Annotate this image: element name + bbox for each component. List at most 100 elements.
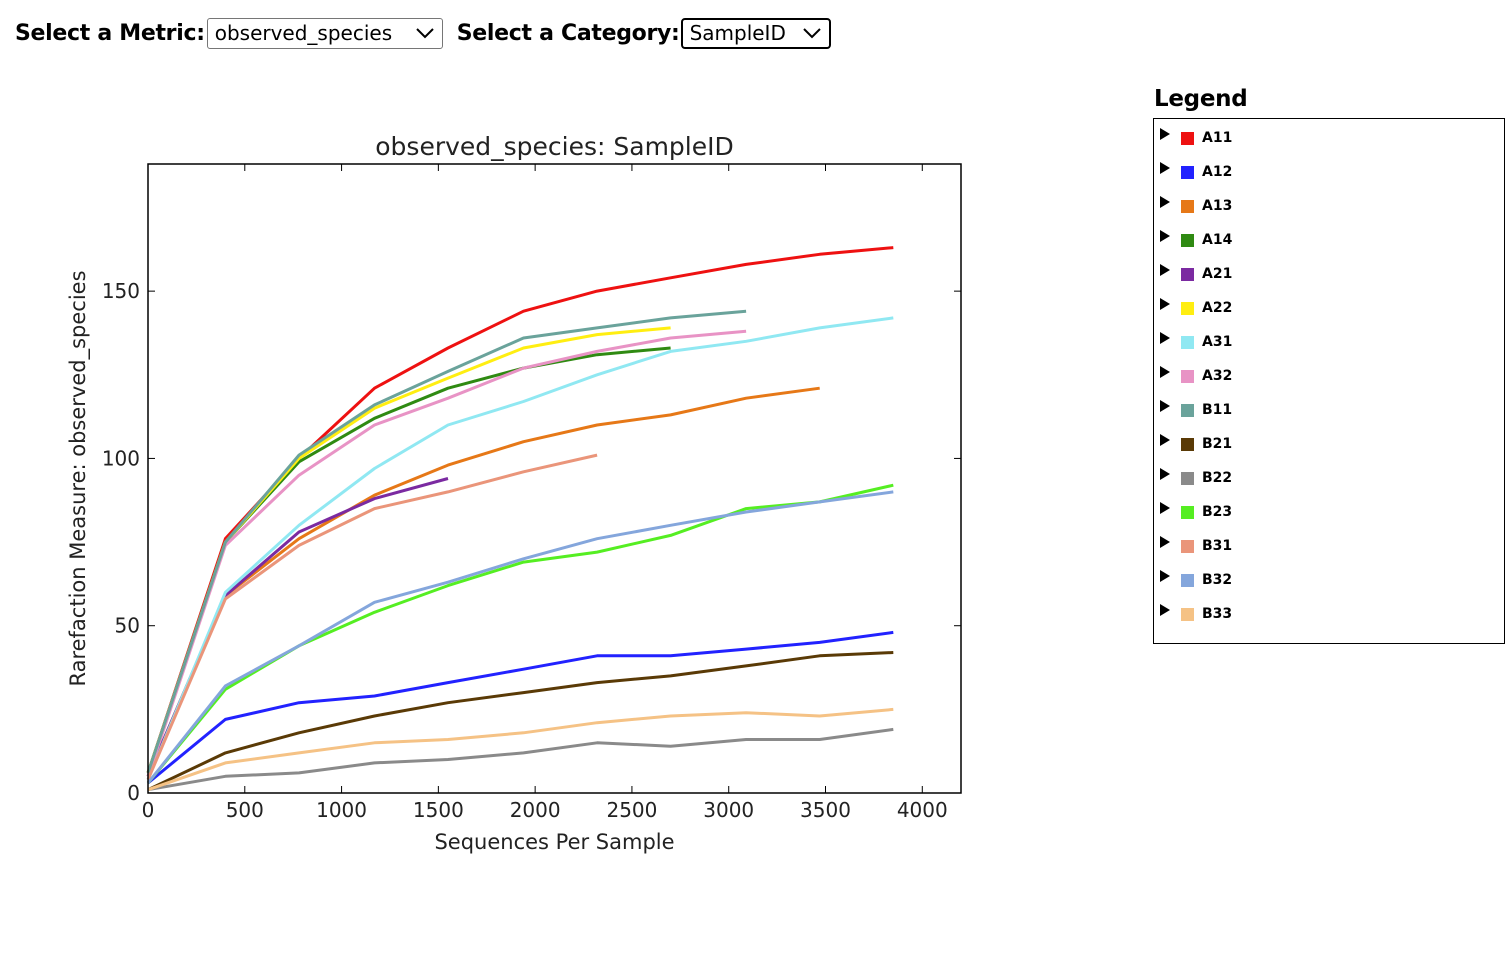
- y-tick-label: 50: [115, 614, 140, 638]
- chevron-down-icon: [802, 28, 821, 39]
- expand-triangle-icon[interactable]: [1160, 604, 1170, 616]
- x-tick-label: 3000: [703, 798, 754, 822]
- expand-triangle-icon[interactable]: [1160, 162, 1170, 174]
- legend-item-A22[interactable]: A22: [1160, 297, 1232, 319]
- x-tick-label: 2000: [510, 798, 561, 822]
- series-line-B11: [146, 309, 747, 774]
- expand-triangle-icon[interactable]: [1160, 434, 1170, 446]
- expand-triangle-icon[interactable]: [1160, 502, 1170, 514]
- x-tick-label: 0: [142, 798, 155, 822]
- series-line-B33: [147, 707, 894, 792]
- series-line-B31: [146, 453, 598, 781]
- expand-triangle-icon[interactable]: [1160, 332, 1170, 344]
- legend-item-B21[interactable]: B21: [1160, 433, 1232, 455]
- legend-label: A11: [1202, 130, 1233, 146]
- legend-item-A12[interactable]: A12: [1160, 161, 1232, 183]
- legend-label: B31: [1202, 538, 1233, 554]
- legend-label: B33: [1202, 606, 1233, 622]
- chevron-down-icon: [416, 28, 434, 39]
- series-line-A12: [147, 630, 894, 785]
- legend-label: B21: [1202, 436, 1233, 452]
- legend-swatch: [1181, 437, 1194, 451]
- plot-frame: [147, 163, 962, 794]
- legend-swatch: [1181, 335, 1194, 349]
- series-line-A13: [146, 386, 820, 777]
- x-tick-label: 1000: [316, 798, 367, 822]
- legend-label: A22: [1202, 300, 1233, 316]
- legend-item-A32[interactable]: A32: [1160, 365, 1232, 387]
- expand-triangle-icon[interactable]: [1160, 570, 1170, 582]
- legend-item-A13[interactable]: A13: [1160, 195, 1232, 217]
- legend-swatch: [1181, 267, 1194, 281]
- y-tick-label: 150: [102, 279, 140, 303]
- x-tick-label: 1500: [413, 798, 464, 822]
- expand-triangle-icon[interactable]: [1160, 264, 1170, 276]
- legend-item-B22[interactable]: B22: [1160, 467, 1232, 489]
- category-select-value: SampleID: [689, 21, 786, 45]
- series-line-B21: [147, 651, 894, 792]
- y-axis-label: Rarefaction Measure: observed_species: [66, 270, 91, 686]
- metric-select-value: observed_species: [214, 21, 393, 45]
- legend-label: A32: [1202, 368, 1233, 384]
- legend-swatch: [1181, 131, 1194, 145]
- expand-triangle-icon[interactable]: [1160, 400, 1170, 412]
- legend-label: B22: [1202, 470, 1233, 486]
- legend-item-A21[interactable]: A21: [1160, 263, 1232, 285]
- legend-label: B23: [1202, 504, 1233, 520]
- x-tick-label: 500: [226, 798, 264, 822]
- rarefaction-chart: 0 500 1000 1500 2000 2500 3000 3500 4000 0 50 100 15…: [66, 132, 962, 854]
- x-tick-label: 2500: [606, 798, 657, 822]
- legend-swatch: [1181, 505, 1194, 519]
- legend-swatch: [1181, 369, 1194, 383]
- expand-triangle-icon[interactable]: [1160, 128, 1170, 140]
- legend-swatch: [1181, 233, 1194, 247]
- legend-label: A13: [1202, 198, 1233, 214]
- legend-swatch: [1181, 199, 1194, 213]
- legend-swatch: [1181, 165, 1194, 179]
- series-line-B32: [146, 490, 894, 784]
- legend-label: A31: [1202, 334, 1233, 350]
- legend-label: B32: [1202, 572, 1233, 588]
- series-line-A31: [146, 316, 894, 781]
- series-line-A32: [146, 329, 747, 777]
- legend-swatch: [1181, 539, 1194, 553]
- chart-title: observed_species: SampleID: [375, 132, 734, 161]
- y-tick-label: 100: [102, 446, 140, 470]
- metric-label: Select a Metric:: [15, 20, 205, 46]
- x-tick-label: 3500: [800, 798, 851, 822]
- legend-item-A11[interactable]: A11: [1160, 127, 1232, 149]
- y-tick-label: 0: [127, 781, 140, 805]
- x-tick-label: 4000: [897, 798, 948, 822]
- legend-swatch: [1181, 607, 1194, 621]
- legend-item-B32[interactable]: B32: [1160, 569, 1232, 591]
- legend-item-B33[interactable]: B33: [1160, 603, 1232, 625]
- legend-label: B11: [1202, 402, 1233, 418]
- expand-triangle-icon[interactable]: [1160, 468, 1170, 480]
- expand-triangle-icon[interactable]: [1160, 196, 1170, 208]
- legend-item-B11[interactable]: B11: [1160, 399, 1232, 421]
- expand-triangle-icon[interactable]: [1160, 230, 1170, 242]
- expand-triangle-icon[interactable]: [1160, 298, 1170, 310]
- legend-label: A14: [1202, 232, 1233, 248]
- legend-box: A11 A12 A13 A14 A21 A22 A31 A32 B11 B21 B22 B23 B31 B…: [1153, 118, 1505, 644]
- legend-title: Legend: [1154, 86, 1248, 112]
- controls-bar: Select a Metric: observed_species Select…: [15, 17, 831, 49]
- category-select[interactable]: SampleID: [680, 17, 831, 49]
- legend-item-B23[interactable]: B23: [1160, 501, 1232, 523]
- legend-item-A14[interactable]: A14: [1160, 229, 1232, 251]
- legend-swatch: [1181, 471, 1194, 485]
- legend-swatch: [1181, 403, 1194, 417]
- legend-item-A31[interactable]: A31: [1160, 331, 1232, 353]
- x-axis-label: Sequences Per Sample: [434, 830, 674, 854]
- metric-select[interactable]: observed_species: [206, 17, 443, 49]
- legend-label: A21: [1202, 266, 1233, 282]
- series-line-B22: [147, 727, 894, 792]
- series-line-A22: [146, 326, 671, 774]
- legend-swatch: [1181, 573, 1194, 587]
- legend-swatch: [1181, 301, 1194, 315]
- category-label: Select a Category:: [456, 20, 680, 46]
- legend-label: A12: [1202, 164, 1233, 180]
- legend-item-B31[interactable]: B31: [1160, 535, 1232, 557]
- expand-triangle-icon[interactable]: [1160, 366, 1170, 378]
- expand-triangle-icon[interactable]: [1160, 536, 1170, 548]
